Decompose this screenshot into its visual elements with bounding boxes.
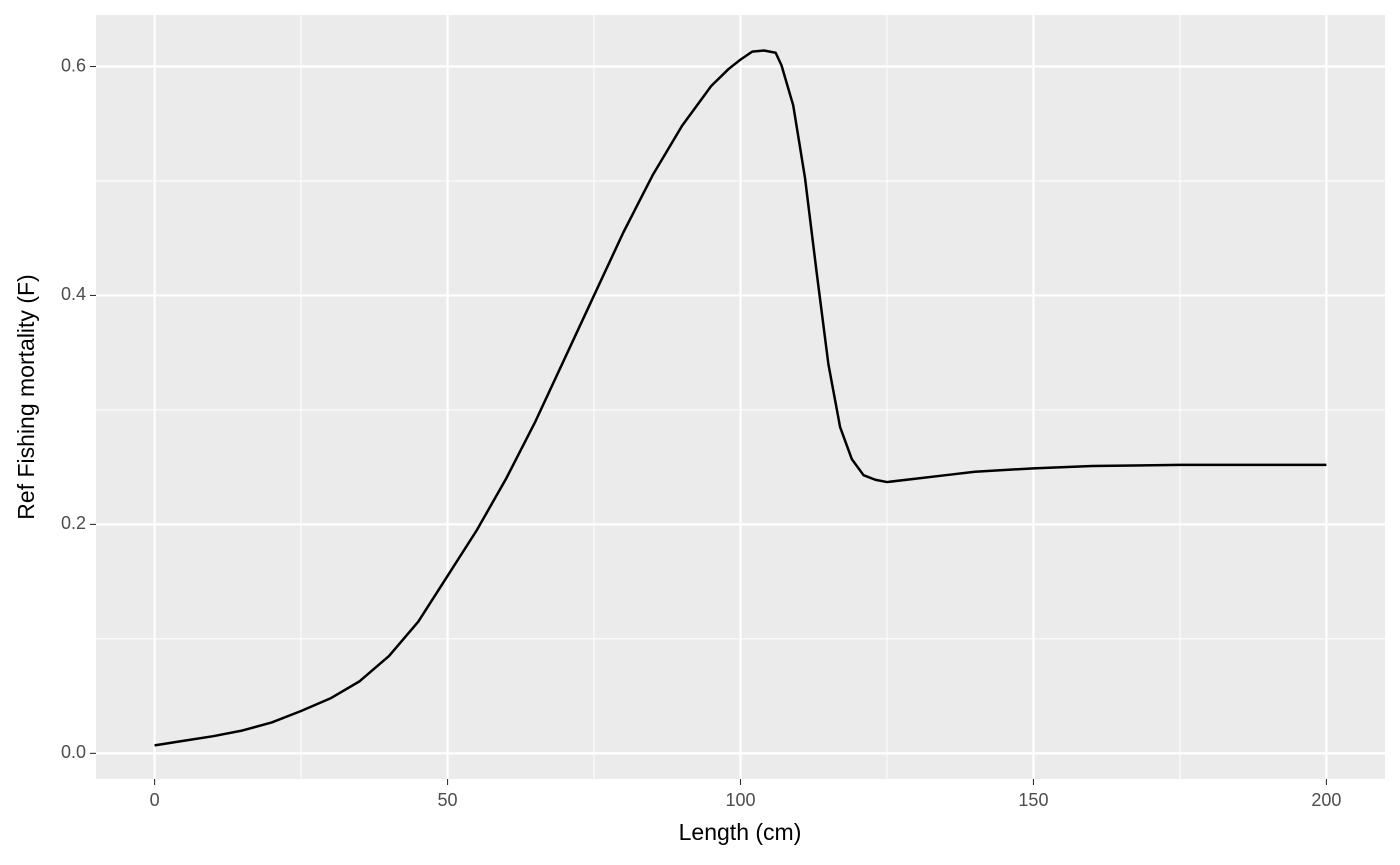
x-axis-title: Length (cm)	[679, 819, 802, 845]
x-tick-label: 100	[725, 790, 755, 810]
x-tick-label: 150	[1018, 790, 1048, 810]
x-tick-label: 200	[1311, 790, 1341, 810]
y-tick-label: 0.2	[61, 513, 86, 533]
y-axis-title: Ref Fishing mortality (F)	[13, 274, 39, 519]
y-tick-label: 0.4	[61, 284, 86, 304]
x-tick-label: 0	[150, 790, 160, 810]
y-tick-label: 0.0	[61, 742, 86, 762]
y-tick-label: 0.6	[61, 55, 86, 75]
x-tick-label: 50	[438, 790, 458, 810]
line	[154, 49, 1327, 747]
